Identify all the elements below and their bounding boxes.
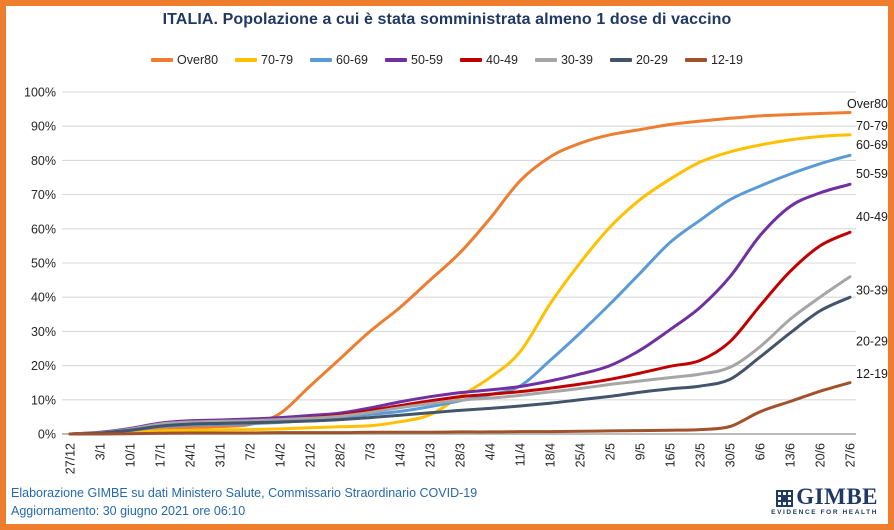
legend-item-50-59: 50-59 bbox=[385, 53, 443, 67]
x-tick-label: 14/3 bbox=[394, 443, 408, 467]
legend-label-20-29: 20-29 bbox=[635, 53, 668, 67]
y-tick-label: 70% bbox=[31, 188, 56, 202]
x-tick-label: 14/2 bbox=[274, 443, 288, 467]
legend-swatch-50-59 bbox=[385, 58, 408, 62]
gimbe-logo: GIMBE EVIDENCE FOR HEALTH bbox=[771, 484, 878, 516]
x-tick-label: 20/6 bbox=[814, 443, 828, 467]
legend-item-70-79: 70-79 bbox=[235, 53, 293, 67]
x-tick-label: 6/6 bbox=[754, 443, 768, 460]
y-tick-label: 80% bbox=[31, 154, 56, 168]
series-end-label-20-29: 20-29 bbox=[856, 335, 888, 349]
legend-swatch-20-29 bbox=[609, 58, 632, 62]
series-end-label-12-19: 12-19 bbox=[856, 367, 888, 381]
series-line-20-29 bbox=[68, 295, 852, 436]
legend-label-12-19: 12-19 bbox=[710, 53, 743, 67]
legend-swatch-70-79 bbox=[235, 58, 258, 62]
legend-label-50-59: 50-59 bbox=[411, 53, 443, 67]
x-tick-label: 9/5 bbox=[634, 443, 648, 460]
x-tick-label: 13/6 bbox=[784, 443, 798, 467]
footer-update-text: Aggiornamento: 30 giugno 2021 ore 06:10 bbox=[11, 504, 246, 518]
y-tick-label: 100% bbox=[24, 86, 56, 100]
x-tick-label: 11/4 bbox=[514, 443, 528, 466]
x-tick-label: 28/3 bbox=[454, 443, 468, 467]
series-line-70-79 bbox=[68, 133, 852, 436]
series-end-label-Over80: Over80 bbox=[847, 97, 888, 111]
series-line-Over80 bbox=[68, 111, 852, 436]
x-tick-label: 21/2 bbox=[304, 443, 318, 467]
footer-source-text: Elaborazione GIMBE su dati Ministero Sal… bbox=[11, 486, 478, 500]
legend-item-12-19: 12-19 bbox=[684, 53, 743, 67]
series-line-30-39 bbox=[68, 275, 852, 436]
x-tick-label: 10/1 bbox=[124, 443, 138, 467]
series-end-label-60-69: 60-69 bbox=[856, 138, 888, 152]
series-end-label-30-39: 30-39 bbox=[856, 283, 888, 297]
y-tick-label: 50% bbox=[31, 257, 56, 271]
x-tick-label: 3/1 bbox=[94, 443, 108, 460]
legend-item-40-49: 40-49 bbox=[460, 53, 518, 67]
legend-label-Over80: Over80 bbox=[177, 53, 219, 67]
legend-label-60-69: 60-69 bbox=[336, 53, 369, 67]
legend-label-30-39: 30-39 bbox=[560, 53, 593, 67]
series-end-label-50-59: 50-59 bbox=[856, 167, 888, 181]
gimbe-logo-tagline: EVIDENCE FOR HEALTH bbox=[771, 509, 878, 516]
chart-legend: Over80 70-79 60-69 50-59 40-49 30-39 20-29 12-1… bbox=[0, 53, 894, 67]
legend-swatch-Over80 bbox=[151, 58, 174, 62]
gimbe-logo-icon bbox=[776, 490, 794, 507]
footer: Elaborazione GIMBE su dati Ministero Sal… bbox=[11, 484, 477, 520]
x-tick-label: 17/1 bbox=[154, 443, 168, 467]
x-tick-label: 18/4 bbox=[544, 443, 558, 467]
legend-label-40-49: 40-49 bbox=[486, 53, 518, 67]
x-tick-label: 7/3 bbox=[364, 443, 378, 460]
legend-item-20-29: 20-29 bbox=[609, 53, 668, 67]
legend-swatch-60-69 bbox=[310, 58, 333, 62]
legend-item-Over80: Over80 bbox=[151, 53, 218, 67]
x-tick-label: 23/5 bbox=[694, 443, 708, 467]
x-tick-label: 31/1 bbox=[214, 443, 228, 467]
x-tick-label: 25/4 bbox=[574, 443, 588, 467]
legend-item-30-39: 30-39 bbox=[534, 53, 593, 67]
x-tick-label: 24/1 bbox=[184, 443, 198, 467]
y-tick-label: 60% bbox=[31, 222, 56, 236]
x-tick-label: 21/3 bbox=[424, 443, 438, 467]
y-tick-label: 40% bbox=[31, 291, 56, 305]
y-tick-label: 90% bbox=[31, 120, 56, 134]
y-tick-label: 0% bbox=[38, 428, 56, 442]
x-tick-label: 27/6 bbox=[844, 443, 858, 467]
x-tick-label: 28/2 bbox=[334, 443, 348, 467]
legend-swatch-12-19 bbox=[684, 58, 707, 62]
legend-item-60-69: 60-69 bbox=[310, 53, 368, 67]
series-line-12-19 bbox=[68, 381, 852, 436]
series-end-label-40-49: 40-49 bbox=[856, 210, 888, 224]
series-end-label-70-79: 70-79 bbox=[856, 119, 888, 133]
legend-swatch-40-49 bbox=[460, 58, 482, 62]
chart-title: ITALIA. Popolazione a cui è stata sommin… bbox=[162, 11, 732, 28]
legend-swatch-30-39 bbox=[534, 58, 557, 62]
x-tick-label: 2/5 bbox=[604, 443, 618, 460]
x-tick-label: 27/12 bbox=[64, 443, 78, 474]
x-tick-label: 16/5 bbox=[664, 443, 678, 467]
x-tick-label: 30/5 bbox=[724, 443, 738, 467]
legend-label-70-79: 70-79 bbox=[261, 53, 294, 67]
y-tick-label: 20% bbox=[31, 359, 56, 373]
y-tick-label: 30% bbox=[31, 325, 56, 339]
y-tick-label: 10% bbox=[31, 393, 56, 407]
x-tick-label: 7/2 bbox=[244, 443, 258, 460]
gimbe-logo-text: GIMBE bbox=[796, 484, 878, 509]
x-tick-label: 4/4 bbox=[484, 443, 498, 460]
